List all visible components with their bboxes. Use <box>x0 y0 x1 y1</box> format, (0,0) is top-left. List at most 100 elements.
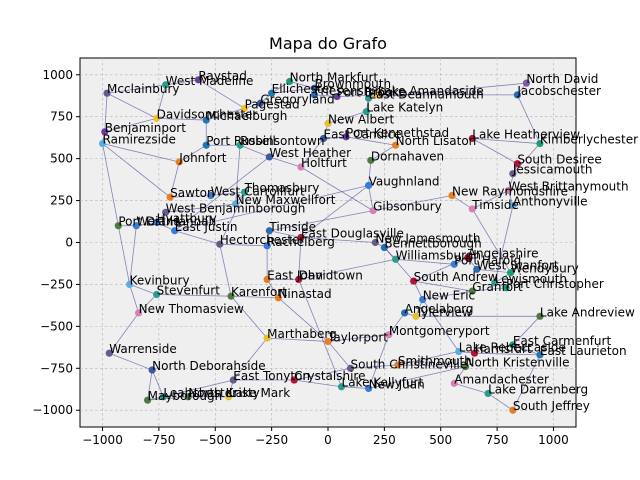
graph-node <box>225 393 233 401</box>
node-label: New Maxwellfort <box>236 193 336 207</box>
graph-edge <box>487 393 514 411</box>
node-label: West Stanfort <box>477 258 559 272</box>
node-label: New Eric <box>423 289 475 303</box>
node-label: Thomasbury <box>244 181 320 195</box>
node-label: Davidsonchester <box>157 107 258 121</box>
node-label: West Hannah <box>136 215 216 229</box>
graph-edge <box>341 386 369 389</box>
node-label: Lake Mark <box>229 386 290 400</box>
graph-node <box>509 341 517 349</box>
graph-edge <box>239 144 270 158</box>
graph-edge <box>198 79 245 109</box>
graph-node <box>297 233 305 242</box>
graph-edge <box>117 225 130 285</box>
x-tick-label: −750 <box>142 433 175 447</box>
node-label: Montgomeryport <box>389 324 490 338</box>
node-label: Benjaminport <box>105 121 186 135</box>
graph-edge <box>413 257 468 282</box>
graph-edge <box>219 243 268 247</box>
node-label: Friesenshire <box>314 84 386 98</box>
graph-node <box>410 277 418 285</box>
node-label: Kimberlychester <box>540 133 638 147</box>
node-label: South Jeffrey <box>513 399 590 413</box>
node-label: North Kristy <box>188 386 260 400</box>
graph-node <box>274 294 282 302</box>
graph-node <box>394 361 402 369</box>
node-label: Lake Heatherview <box>472 128 580 142</box>
node-label: North David <box>526 72 598 86</box>
graph-node <box>240 104 249 112</box>
x-tick-label: 1000 <box>538 433 569 447</box>
edges <box>102 79 541 411</box>
node-label: Angelaborg <box>405 302 474 316</box>
node-label: Michaelburgh <box>206 109 287 123</box>
node-label: Tylerview <box>415 305 472 319</box>
graph-node <box>484 389 492 398</box>
node-label: South Christineville <box>351 357 468 371</box>
graph-edge <box>512 143 541 174</box>
node-label: Marthaberg <box>267 327 337 341</box>
graph-node <box>491 279 499 287</box>
node-label: Robinsontown <box>240 134 324 148</box>
graph-edge <box>106 84 166 94</box>
graph-edge <box>165 79 199 86</box>
graph-node <box>105 349 113 357</box>
graph-edge <box>422 290 473 300</box>
node-label: Holtfurt <box>301 156 347 170</box>
graph-edge <box>129 284 157 295</box>
graph-edge <box>156 294 232 297</box>
graph-edge <box>230 295 268 339</box>
graph-node <box>324 119 332 128</box>
ticks: −1000 −750 −500 −250 0 250 500 750 1000 −1000 −750… <box>32 68 568 447</box>
graph-edge <box>294 379 342 388</box>
node-label: Anthonyville <box>513 195 588 209</box>
graph-node <box>194 76 202 84</box>
graph-edge <box>174 185 369 232</box>
graph-node <box>473 265 481 273</box>
graph-edge <box>210 191 245 196</box>
x-tick-label: −250 <box>255 433 288 447</box>
nodes <box>98 76 544 414</box>
node-label: East John <box>267 268 323 282</box>
graph-node <box>364 384 373 393</box>
graph-edge <box>476 268 511 274</box>
graph-node <box>263 334 271 342</box>
graph-node <box>507 269 515 277</box>
node-label: Timside <box>268 220 316 234</box>
graph-node <box>256 99 264 107</box>
graph-edge <box>298 279 342 387</box>
graph-edge <box>104 93 108 132</box>
graph-node <box>385 331 393 339</box>
graph-edge <box>368 160 372 186</box>
graph-edge <box>300 138 324 168</box>
node-label: Brownmouth <box>314 77 391 91</box>
graph-node <box>184 393 192 401</box>
graph-edge <box>169 161 180 198</box>
graph-node <box>101 128 109 136</box>
graph-edge <box>106 92 157 119</box>
graph-edge <box>337 94 378 97</box>
graph-edge <box>350 364 398 369</box>
graph-edge <box>219 192 245 245</box>
node-label: East Tonyton <box>233 369 310 383</box>
node-label: East Carmenfurt <box>513 334 612 348</box>
graph-node <box>374 91 382 99</box>
graph-node <box>412 312 420 320</box>
graph-edge <box>156 117 207 121</box>
graph-edge <box>373 195 453 212</box>
graph-node <box>98 139 107 148</box>
graph-node <box>297 163 305 171</box>
node-label: Port Diana <box>118 215 181 229</box>
node-label: Raystad <box>198 69 246 83</box>
graph-node <box>468 287 476 295</box>
node-label: East Douglasville <box>301 226 404 240</box>
node-label: Mcclainbury <box>107 82 179 96</box>
node-label: Stevenfurt <box>157 283 221 297</box>
node-label: New Albert <box>328 112 394 126</box>
node-label: East Deannamouth <box>369 87 484 101</box>
node-label: Amandachester <box>454 372 549 386</box>
graph-node <box>504 186 512 195</box>
graph-node <box>509 170 517 178</box>
node-label: Lake Amandaside <box>378 84 484 98</box>
